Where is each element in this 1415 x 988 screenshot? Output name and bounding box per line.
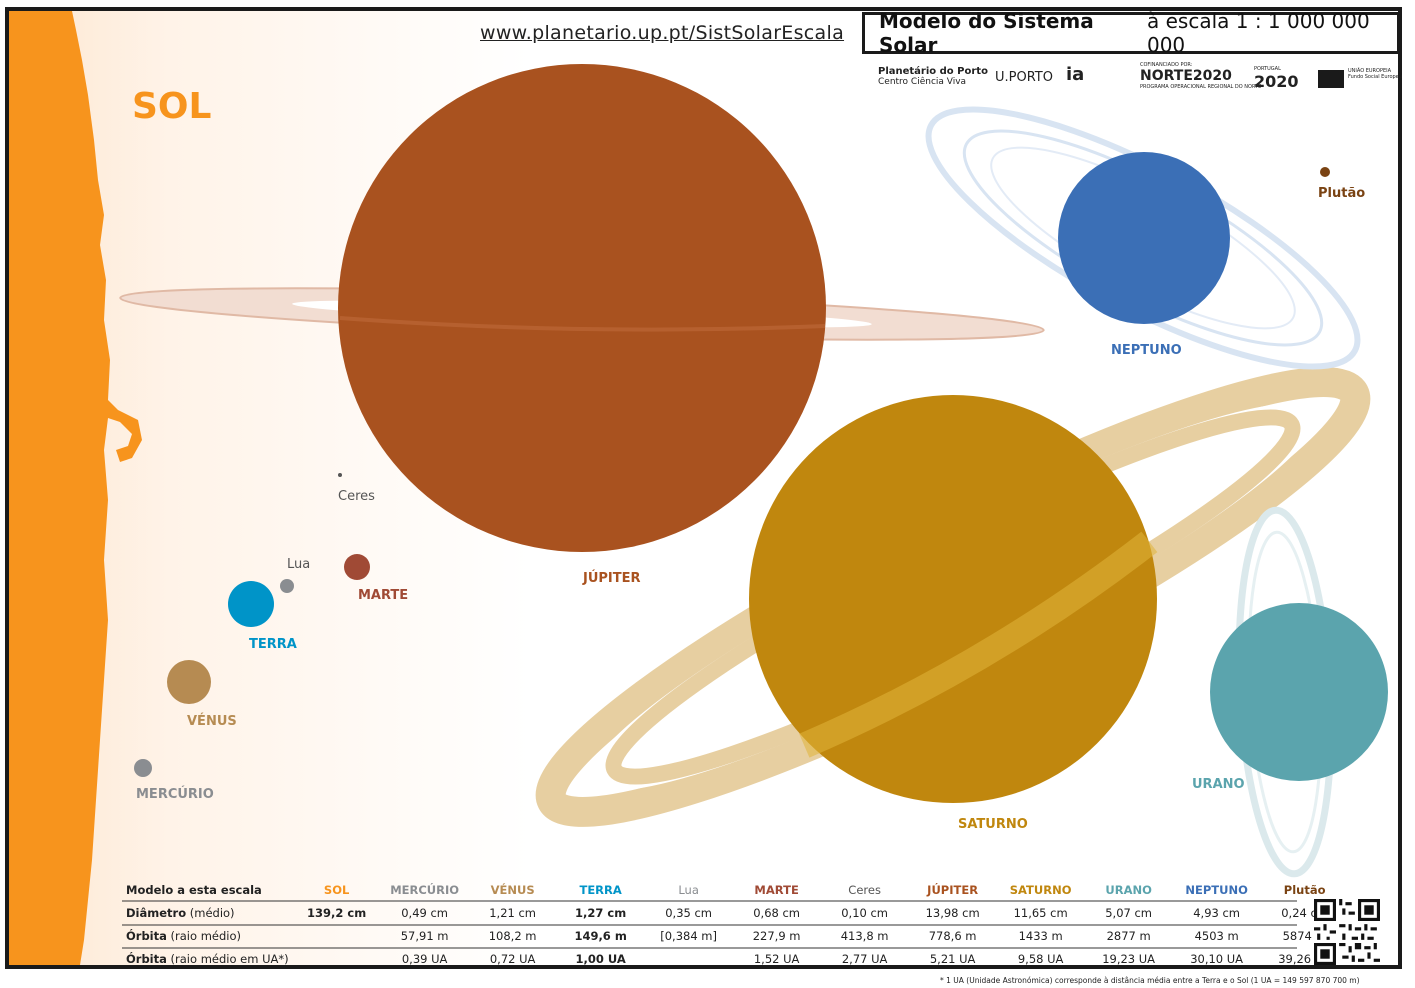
col-urano: URANO [1105, 883, 1152, 897]
jupiter-disc [338, 64, 826, 552]
norte2020-logo: COFINANCIADO POR: NORTE2020 PROGRAMA OPE… [1140, 62, 1262, 90]
table-head-label: Modelo a esta escala [126, 883, 262, 897]
row-label: Órbita (raio médio) [126, 928, 241, 943]
table-cell: 139,2 cm [307, 905, 367, 920]
table-cell: 19,23 UA [1102, 951, 1156, 966]
table-cell [645, 947, 733, 970]
table-cell [293, 924, 381, 947]
jupiter-label: JÚPITER [583, 571, 641, 586]
table-cell: 2877 m [1106, 928, 1151, 943]
table-cell: 149,6 m [574, 928, 627, 943]
portugal2020-logo: PORTUGAL 2020 [1254, 66, 1299, 91]
table-cell: 0,35 cm [665, 905, 713, 920]
table-cell: 0,39 UA [401, 951, 448, 966]
col-neptuno: NEPTUNO [1185, 883, 1248, 897]
col-plutao: Plutão [1283, 883, 1326, 897]
table-cell: 1,27 cm [575, 905, 627, 920]
table-cell: 1,21 cm [489, 905, 537, 920]
planetario-logo: Planetário do Porto Centro Ciência Viva [878, 66, 988, 87]
row-label: Diâmetro (médio) [126, 905, 235, 920]
title-rest: à escala 1 : 1 000 000 000 [1146, 9, 1370, 57]
table-cell: 57,91 m [400, 928, 449, 943]
table-cell: 227,9 m [752, 928, 801, 943]
saturn-label: SATURNO [958, 817, 1028, 832]
jupiter-ring-front [339, 316, 826, 332]
neptune-label: NEPTUNO [1111, 343, 1182, 358]
table-cell: [0,384 m] [660, 928, 717, 943]
table-cell: 13,98 cm [925, 905, 980, 920]
website-link[interactable]: www.planetario.up.pt/SistSolarEscala [480, 22, 845, 44]
table-cell: 0,10 cm [841, 905, 889, 920]
table-cell: 1,52 UA [753, 951, 800, 966]
col-lua: Lua [678, 883, 699, 897]
neptune-disc [1058, 152, 1230, 324]
ceres-disc [338, 473, 342, 477]
poster-title: Modelo do Sistema Solar à escala 1 : 1 0… [862, 9, 1400, 57]
table-cell: 0,49 cm [401, 905, 449, 920]
table-cell [293, 947, 381, 970]
table-header-row: Modelo a esta escala SOL MERCÚRIO VÉNUS … [122, 879, 1349, 901]
earth-label: TERRA [249, 637, 297, 652]
saturn-disc [749, 395, 1157, 803]
moon-disc [280, 579, 294, 593]
table-cell: 11,65 cm [1013, 905, 1068, 920]
table-row: Órbita (raio médio em UA*) 0,39 UA 0,72 … [122, 947, 1349, 970]
earth-disc [228, 581, 274, 627]
table-cell: 0,72 UA [489, 951, 536, 966]
table-cell: 1,00 UA [575, 951, 626, 966]
title-bold: Modelo do Sistema Solar [879, 9, 1094, 57]
col-saturno: SATURNO [1009, 883, 1072, 897]
table-row: Diâmetro (médio) 139,2 cm 0,49 cm 1,21 c… [122, 901, 1349, 924]
uranus-label: URANO [1192, 777, 1245, 792]
sun-label: SOL [132, 86, 212, 127]
uporto-logo: U.PORTO [995, 70, 1053, 85]
mercury-disc [134, 759, 152, 777]
saturn-ring-front [799, 531, 1158, 758]
sun-edge [9, 11, 142, 965]
eu-flag-icon [1318, 70, 1344, 88]
col-marte: MARTE [754, 883, 799, 897]
mars-disc [344, 554, 370, 580]
mars-label: MARTE [358, 588, 409, 603]
table-cell: 5,07 cm [1105, 905, 1153, 920]
table-cell: 9,58 UA [1017, 951, 1064, 966]
moon-label: Lua [287, 557, 311, 572]
table-cell: 4503 m [1194, 928, 1239, 943]
col-jupiter: JÚPITER [927, 883, 979, 897]
col-venus: VÉNUS [490, 883, 535, 897]
table-cell: 778,6 m [928, 928, 977, 943]
venus-label: VÉNUS [187, 714, 237, 729]
table-row: Órbita (raio médio) 57,91 m 108,2 m 149,… [122, 924, 1349, 947]
col-sol: SOL [323, 883, 350, 897]
table-cell: 5,21 UA [929, 951, 976, 966]
table-cell: 108,2 m [488, 928, 537, 943]
qr-code-icon[interactable] [1314, 899, 1380, 965]
table-cell: 1433 m [1018, 928, 1063, 943]
scale-table: Modelo a esta escala SOL MERCÚRIO VÉNUS … [122, 879, 1349, 970]
venus-disc [167, 660, 211, 704]
pluto-label: Plutão [1318, 186, 1366, 201]
footnote: * 1 UA (Unidade Astronómica) corresponde… [940, 976, 1360, 985]
table-cell: 4,93 cm [1193, 905, 1241, 920]
ceres-label: Ceres [338, 489, 375, 504]
table-cell: 30,10 UA [1190, 951, 1244, 966]
table-cell: 0,68 cm [753, 905, 801, 920]
table-cell: 2,77 UA [841, 951, 888, 966]
row-label: Órbita (raio médio em UA*) [126, 951, 289, 966]
eu-logo: UNIÃO EUROPEIA Fundo Social Europeu [1348, 68, 1402, 80]
pluto-disc [1320, 167, 1330, 177]
table-cell: 413,8 m [840, 928, 889, 943]
col-ceres: Ceres [848, 883, 881, 897]
uranus-disc [1210, 603, 1388, 781]
mercury-label: MERCÚRIO [136, 787, 214, 802]
col-mercurio: MERCÚRIO [390, 883, 460, 897]
col-terra: TERRA [579, 883, 622, 897]
ia-logo: ia [1066, 64, 1085, 85]
